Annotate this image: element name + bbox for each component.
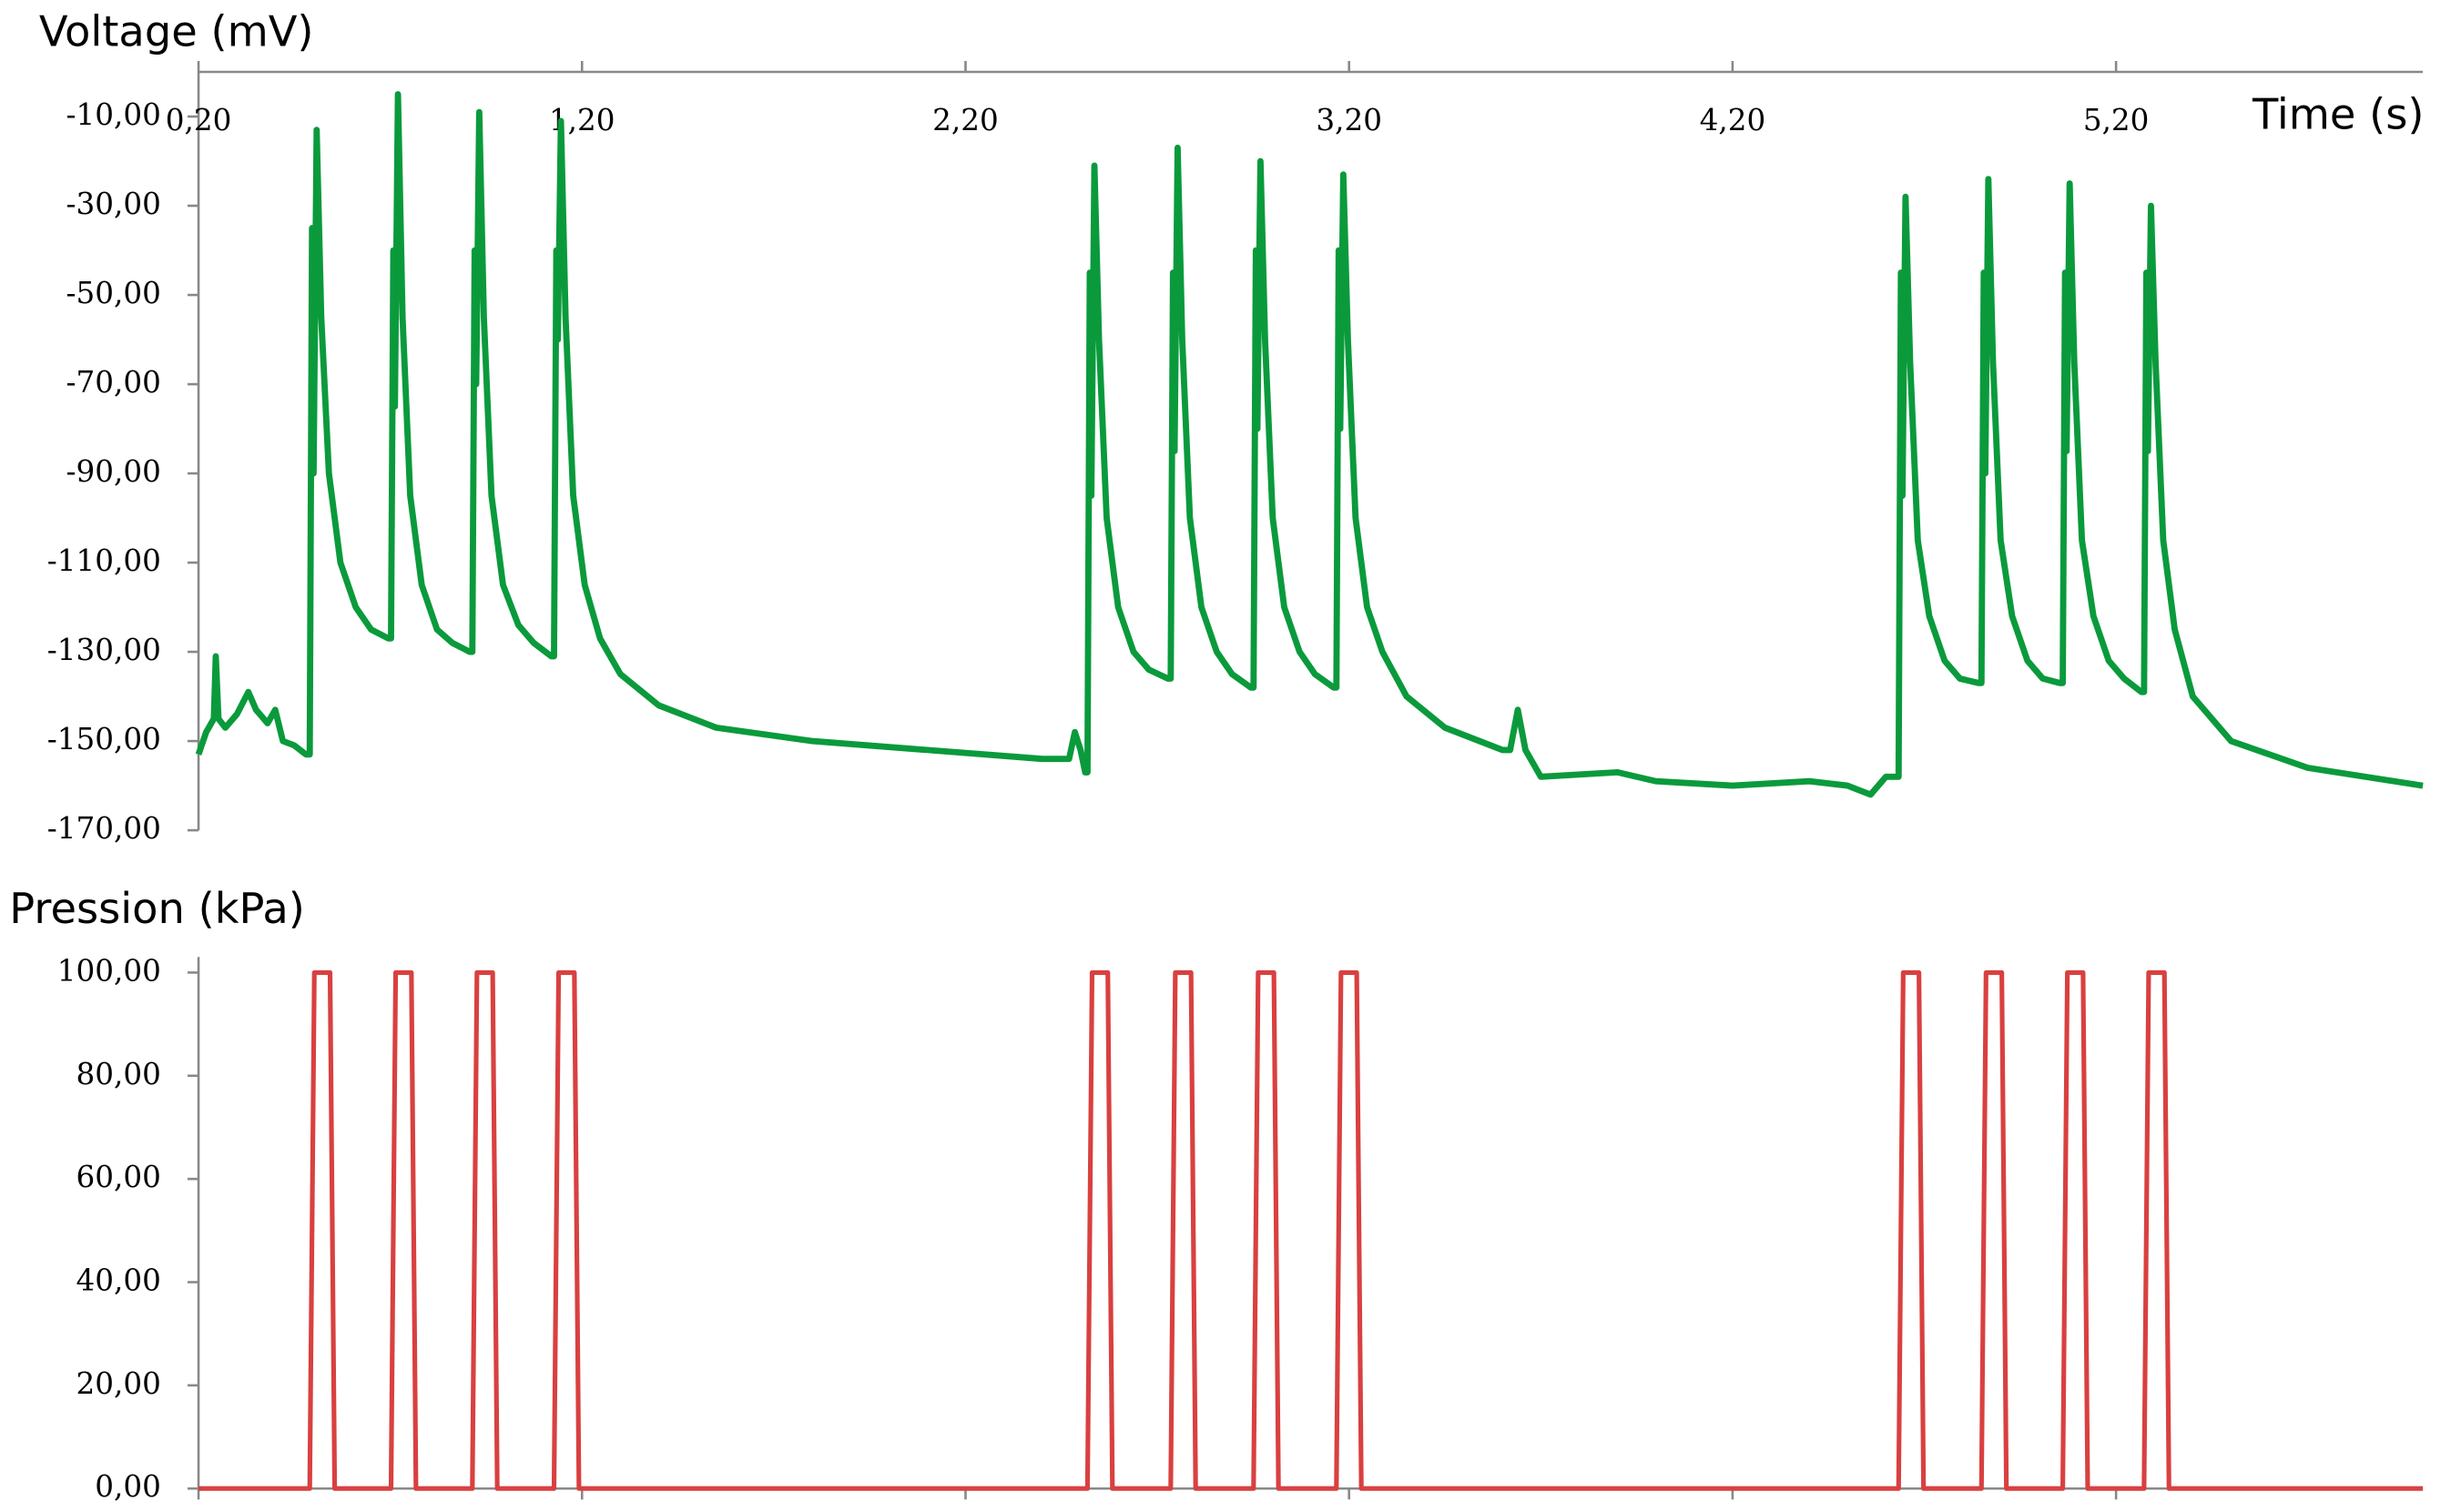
y-tick-label: -30,00: [66, 187, 160, 221]
data-line: [195, 91, 2424, 798]
y-tick-label: -130,00: [47, 633, 161, 667]
x-tick-label: 2,20: [932, 103, 999, 137]
y-tick-label: 80,00: [76, 1057, 160, 1091]
y-tick-label: -110,00: [47, 543, 161, 578]
y-tick-label: 0,00: [95, 1469, 161, 1504]
y-tick-label: -170,00: [47, 811, 161, 846]
y-tick-label: 60,00: [76, 1160, 160, 1194]
x-tick-label: 5,20: [2083, 103, 2150, 137]
y-tick-label: -50,00: [66, 276, 160, 310]
x-tick-label: 3,20: [1316, 103, 1382, 137]
y-tick-label: 100,00: [57, 953, 161, 988]
x-tick-label: 4,20: [1700, 103, 1766, 137]
x-axis-title: Time (s): [2252, 89, 2424, 138]
chart-title: Pression (kPa): [9, 884, 305, 933]
y-tick-label: 40,00: [76, 1263, 160, 1297]
y-tick-label: -70,00: [66, 365, 160, 400]
data-line: [198, 969, 2424, 1491]
y-tick-label: -150,00: [47, 722, 161, 756]
y-tick-label: 20,00: [76, 1366, 160, 1401]
chart-title: Voltage (mV): [39, 6, 314, 56]
y-tick-label: -90,00: [66, 454, 160, 489]
x-tick-label: 0,20: [166, 103, 232, 137]
y-tick-label: -10,00: [66, 97, 160, 132]
